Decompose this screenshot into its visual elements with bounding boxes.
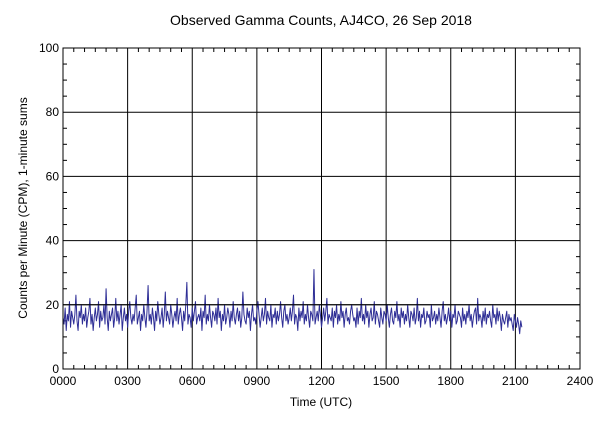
y-tick-label: 80	[46, 105, 60, 119]
x-tick-label: 0300	[114, 374, 141, 388]
x-tick-label: 0900	[244, 374, 271, 388]
y-tick-labels: 0 20 40 60 80 100	[39, 41, 59, 376]
x-axis-title: Time (UTC)	[290, 395, 352, 409]
y-tick-label: 0	[52, 362, 59, 376]
x-tick-label: 2400	[567, 374, 594, 388]
x-tick-label: 1500	[373, 374, 400, 388]
y-axis-title: Counts per Minute (CPM), 1-minute sums	[16, 97, 30, 318]
plot-frame	[62, 47, 581, 370]
minor-ticks	[63, 48, 580, 369]
x-tick-labels: 0000 0300 0600 0900 1200 1500 1800 2100 2400	[50, 374, 594, 388]
y-tick-label: 40	[46, 234, 60, 248]
x-tick-label: 1200	[308, 374, 335, 388]
y-tick-label: 20	[46, 298, 60, 312]
y-tick-label: 60	[46, 169, 60, 183]
x-tick-label: 0600	[179, 374, 206, 388]
series-line-0	[62, 268, 523, 335]
x-tick-label: 0000	[50, 374, 77, 388]
x-tick-label: 2100	[502, 374, 529, 388]
chart-title: Observed Gamma Counts, AJ4CO, 26 Sep 201…	[170, 12, 472, 28]
series-layer	[62, 268, 523, 335]
x-tick-label: 1800	[437, 374, 464, 388]
y-tick-label: 100	[39, 41, 59, 55]
